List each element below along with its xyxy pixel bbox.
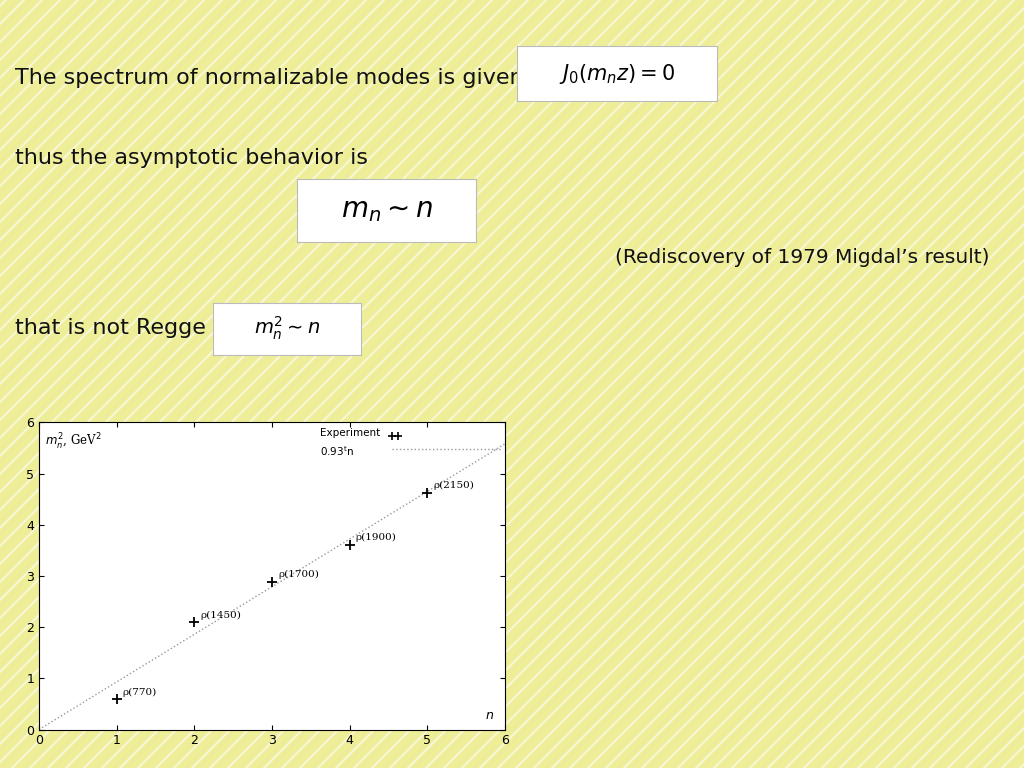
Text: ρ(1450): ρ(1450) xyxy=(201,611,242,620)
Text: $\mathit{m}_n \sim n$: $\mathit{m}_n \sim n$ xyxy=(341,197,432,224)
Text: $J_0(m_n z) = 0$: $J_0(m_n z) = 0$ xyxy=(559,61,675,86)
Text: The spectrum of normalizable modes is given by: The spectrum of normalizable modes is gi… xyxy=(15,68,558,88)
Text: Experiment: Experiment xyxy=(321,428,380,438)
Text: (Rediscovery of 1979 Migdal’s result): (Rediscovery of 1979 Migdal’s result) xyxy=(615,248,989,267)
Text: ρ(2150): ρ(2150) xyxy=(433,482,474,491)
Text: $m_n^2 \sim n$: $m_n^2 \sim n$ xyxy=(254,315,321,343)
Text: that is not Regge like: that is not Regge like xyxy=(15,318,251,338)
Text: $n$: $n$ xyxy=(485,709,495,722)
Text: $m_n^2$, GeV$^2$: $m_n^2$, GeV$^2$ xyxy=(45,432,101,452)
Text: thus the asymptotic behavior is: thus the asymptotic behavior is xyxy=(15,148,368,168)
Text: $0.93^{\rm t}{\rm n}$: $0.93^{\rm t}{\rm n}$ xyxy=(321,444,354,458)
Text: ρ(1700): ρ(1700) xyxy=(279,570,318,579)
Text: ρ(1900): ρ(1900) xyxy=(355,533,396,542)
Text: ρ(770): ρ(770) xyxy=(123,687,157,697)
